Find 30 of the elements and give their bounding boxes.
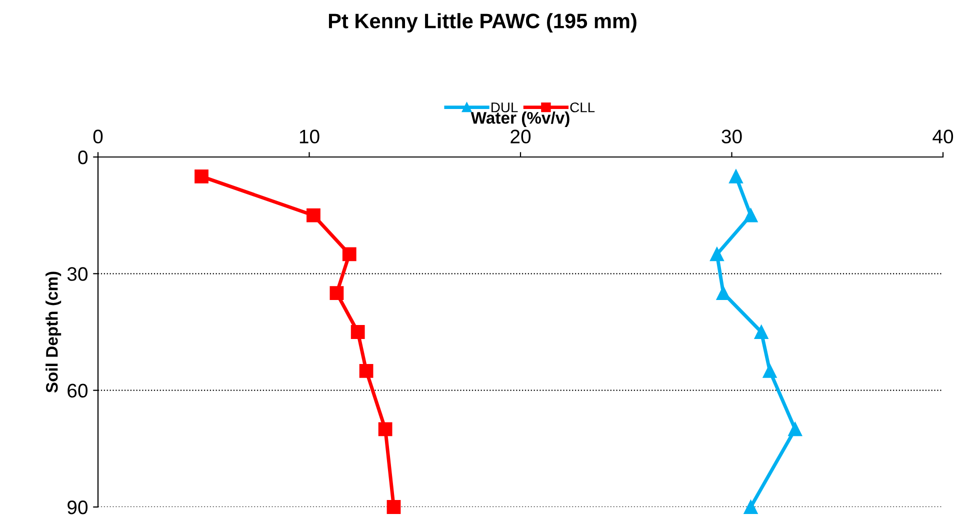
y-tick-label: 90 [68, 500, 88, 514]
point [386, 500, 401, 514]
legend-label: CLL [570, 102, 595, 112]
point [762, 364, 777, 378]
x-tick-label: 0 [93, 130, 103, 144]
legend-label: DUL [492, 102, 518, 112]
chart-title: Pt Kenny Little PAWC (195 mm) [328, 13, 636, 32]
point [359, 364, 374, 378]
x-tick-label: 20 [510, 130, 531, 144]
point [330, 286, 344, 300]
y-tick-label: 60 [68, 384, 88, 398]
x-tick-label: 30 [722, 130, 742, 144]
point [744, 500, 758, 514]
x-tick-label: 10 [300, 130, 320, 144]
point [194, 170, 208, 184]
point [729, 170, 743, 184]
point [350, 325, 365, 339]
x-tick-label: 40 [932, 130, 954, 144]
point [744, 208, 758, 222]
x-axis-title: Water (%v/v) [470, 112, 570, 128]
point [754, 325, 768, 339]
point [306, 208, 320, 222]
y-tick-label: 30 [67, 267, 88, 281]
point [710, 247, 724, 262]
point [378, 422, 392, 436]
y-tick-label: 0 [78, 150, 88, 164]
point [342, 247, 356, 262]
point [716, 286, 730, 300]
point [788, 422, 802, 436]
y-axis-title: Soil Depth (cm) [46, 272, 62, 393]
